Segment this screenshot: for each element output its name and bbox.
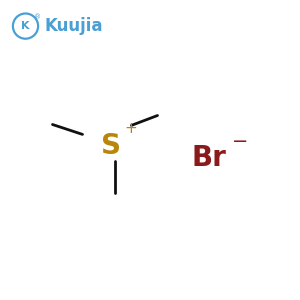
Text: +: + <box>124 121 137 136</box>
Text: ®: ® <box>34 14 41 20</box>
Text: Br: Br <box>191 143 226 172</box>
Text: S: S <box>101 131 121 160</box>
Text: −: − <box>232 132 248 151</box>
Text: K: K <box>21 21 30 31</box>
Text: Kuujia: Kuujia <box>44 17 103 35</box>
